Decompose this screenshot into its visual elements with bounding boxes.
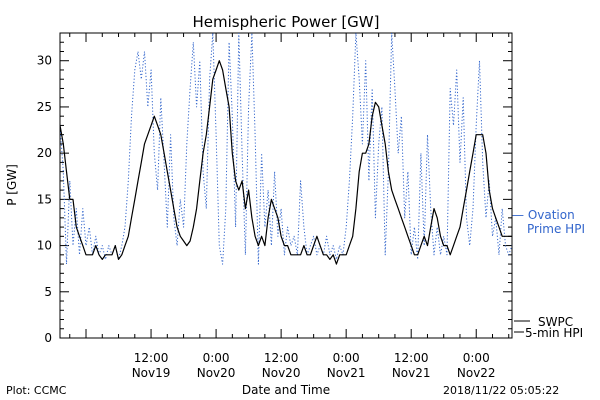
x-tick-time-label: 0:00 — [333, 351, 360, 365]
chart-title: Hemispheric Power [GW] — [193, 13, 380, 31]
series-ovation-line — [60, 33, 512, 265]
y-tick-label: 15 — [37, 192, 52, 206]
legend-swpc-line1: SWPC — [538, 315, 573, 329]
legend-ovation-line2: Prime HPI — [527, 222, 585, 236]
legend-ovation-line1: — Ovation — [512, 208, 575, 222]
x-axis-label: Date and Time — [242, 383, 330, 397]
x-tick-time-label: 12:00 — [134, 351, 169, 365]
x-tick-date-label: Nov22 — [457, 366, 496, 380]
y-tick-label: 10 — [37, 239, 52, 253]
series-swpc-line — [60, 60, 512, 265]
x-tick-date-label: Nov20 — [197, 366, 236, 380]
legend-swpc-line2: 5-min HPI — [525, 326, 583, 340]
plot-credit: Plot: CCMC — [6, 384, 67, 397]
x-tick-time-label: 12:00 — [264, 351, 299, 365]
y-tick-label: 20 — [37, 146, 52, 160]
plot-frame — [59, 32, 513, 339]
y-tick-label: 25 — [37, 100, 52, 114]
x-tick-date-label: Nov20 — [262, 366, 301, 380]
y-axis-ticks: 0 5 10 15 20 25 30 — [37, 32, 512, 345]
x-tick-time-label: 0:00 — [203, 351, 230, 365]
y-tick-label: 5 — [44, 285, 52, 299]
y-axis-label: P [GW] — [5, 164, 19, 206]
x-tick-date-label: Nov21 — [392, 366, 431, 380]
x-tick-time-label: 0:00 — [463, 351, 490, 365]
x-axis-ticks: 12:00Nov190:00Nov2012:00Nov200:00Nov2112… — [69, 33, 510, 380]
y-tick-label: 0 — [44, 331, 52, 345]
x-tick-date-label: Nov19 — [132, 366, 171, 380]
x-tick-date-label: Nov21 — [327, 366, 366, 380]
series-group — [60, 33, 512, 265]
y-tick-label: 30 — [37, 54, 52, 68]
x-tick-time-label: 12:00 — [394, 351, 429, 365]
plot-timestamp: 2018/11/22 05:05:22 — [443, 384, 559, 397]
